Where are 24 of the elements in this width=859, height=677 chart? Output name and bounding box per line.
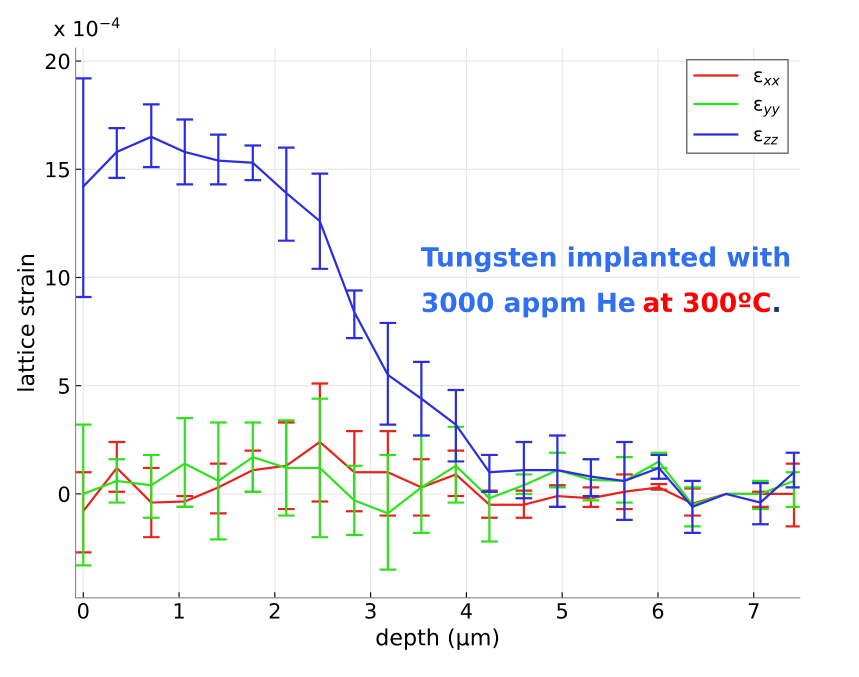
y-tick-label: 15	[46, 162, 69, 178]
legend-label: ε$_{zz}$	[754, 130, 778, 144]
x-tick-label: 0	[78, 603, 88, 619]
y-tick-label: 20	[46, 54, 70, 70]
x-tick-label: 3	[366, 603, 376, 619]
x-tick-label: 1	[174, 603, 184, 618]
x-tick-label: 6	[652, 603, 664, 619]
y-axis-title: lattice strain	[17, 254, 34, 391]
x-tick-label: 4	[460, 603, 472, 618]
annotation: .	[774, 306, 779, 312]
line-series	[82, 440, 796, 512]
x-tick-label: 2	[270, 603, 280, 618]
text: x 10$^{−4}$	[54, 18, 120, 36]
y-tick-label: 10	[46, 270, 70, 286]
x-tick-label: 7	[748, 603, 759, 618]
legend-label: ε$_{yy}$	[754, 100, 780, 117]
y-tick-label: 5	[59, 378, 69, 394]
annotation: Tungsten implanted with	[421, 246, 790, 272]
annotation: at 300ºC	[644, 292, 770, 312]
x-tick-label: 5	[557, 603, 567, 619]
y-tick-label: 0	[58, 486, 70, 502]
legend-label: ε$_{xx}$	[754, 71, 780, 86]
x-axis-title: depth (µm)	[376, 628, 498, 650]
annotation: 3000 appm He	[422, 292, 635, 318]
